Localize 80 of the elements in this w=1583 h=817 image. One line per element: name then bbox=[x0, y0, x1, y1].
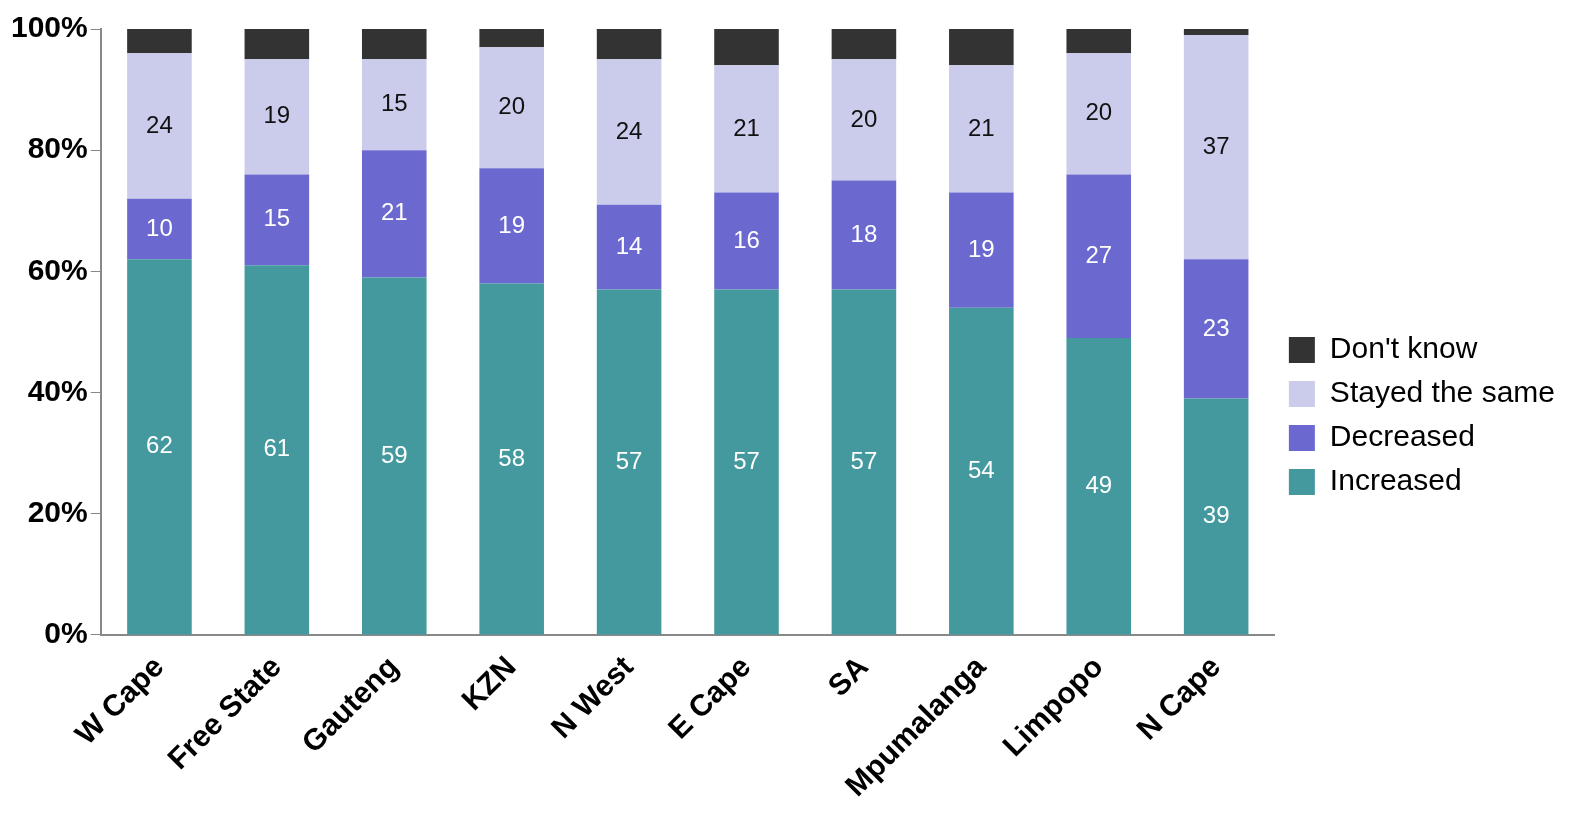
data-label: 10 bbox=[146, 213, 173, 241]
bar bbox=[244, 174, 310, 266]
bar bbox=[949, 29, 1014, 66]
bar bbox=[714, 289, 779, 635]
bar bbox=[127, 53, 192, 199]
data-label: 57 bbox=[733, 446, 760, 474]
bar bbox=[479, 168, 544, 284]
bar bbox=[1066, 174, 1132, 339]
bar bbox=[479, 283, 544, 635]
data-label: 27 bbox=[1085, 240, 1113, 268]
bar bbox=[127, 259, 192, 635]
data-label: 20 bbox=[1085, 98, 1113, 126]
y-tick-label: 60% bbox=[27, 252, 88, 286]
data-label: 19 bbox=[967, 234, 995, 262]
bar bbox=[361, 59, 427, 151]
bar bbox=[949, 192, 1014, 308]
bar bbox=[714, 192, 779, 290]
data-label: 16 bbox=[733, 225, 760, 253]
data-label: 19 bbox=[498, 210, 526, 238]
bar bbox=[1183, 29, 1249, 36]
bar bbox=[1066, 29, 1132, 54]
bar bbox=[596, 29, 662, 60]
data-label: 57 bbox=[850, 446, 878, 474]
bar bbox=[361, 29, 427, 60]
bar bbox=[714, 29, 779, 66]
y-tick-label: 20% bbox=[27, 494, 88, 528]
data-label: 14 bbox=[615, 231, 643, 259]
bar bbox=[1066, 53, 1132, 175]
y-tick-label: 40% bbox=[27, 373, 88, 407]
bar bbox=[831, 59, 897, 181]
bar bbox=[949, 307, 1014, 635]
bar bbox=[244, 29, 310, 60]
data-label: 18 bbox=[850, 219, 878, 247]
data-label: 57 bbox=[615, 446, 643, 474]
data-label: 21 bbox=[967, 113, 995, 141]
bar bbox=[596, 204, 662, 290]
data-label: 49 bbox=[1085, 470, 1113, 498]
bar bbox=[831, 180, 897, 290]
bar bbox=[361, 150, 427, 278]
legend-label: Don't know bbox=[1329, 331, 1478, 365]
bar bbox=[127, 29, 192, 54]
bar bbox=[479, 29, 544, 48]
data-label: 21 bbox=[380, 198, 408, 226]
bar bbox=[127, 198, 192, 260]
bar bbox=[361, 277, 427, 635]
y-tick-label: 0% bbox=[44, 616, 88, 650]
data-label: 58 bbox=[498, 443, 526, 471]
bar bbox=[1183, 398, 1249, 635]
data-label: 54 bbox=[967, 455, 995, 483]
data-label: 15 bbox=[263, 204, 291, 232]
data-label: 21 bbox=[733, 113, 760, 141]
data-label: 24 bbox=[615, 116, 643, 144]
legend-label: Stayed the same bbox=[1329, 375, 1556, 409]
bar bbox=[831, 29, 897, 60]
data-label: 62 bbox=[146, 431, 173, 459]
bar bbox=[714, 65, 779, 193]
bar bbox=[949, 65, 1014, 193]
data-label: 61 bbox=[263, 434, 291, 462]
data-label: 20 bbox=[498, 92, 526, 120]
data-label: 19 bbox=[263, 101, 291, 129]
bar bbox=[244, 265, 310, 635]
bar bbox=[831, 289, 897, 635]
data-label: 23 bbox=[1202, 313, 1230, 341]
bar bbox=[244, 59, 310, 175]
bar bbox=[596, 59, 662, 205]
bar bbox=[596, 289, 662, 635]
legend-label: Increased bbox=[1329, 463, 1462, 497]
data-label: 15 bbox=[380, 89, 408, 117]
legend-label: Decreased bbox=[1329, 419, 1475, 453]
bar bbox=[1183, 35, 1249, 260]
data-label: 59 bbox=[380, 440, 408, 468]
data-label: 39 bbox=[1202, 501, 1230, 529]
bar bbox=[1066, 338, 1132, 635]
y-tick-label: 100% bbox=[10, 10, 88, 44]
data-label: 20 bbox=[850, 104, 878, 132]
bar bbox=[1183, 259, 1249, 399]
bar bbox=[479, 47, 544, 169]
y-tick-label: 80% bbox=[27, 131, 88, 165]
data-label: 37 bbox=[1202, 131, 1230, 159]
data-label: 24 bbox=[146, 110, 173, 138]
